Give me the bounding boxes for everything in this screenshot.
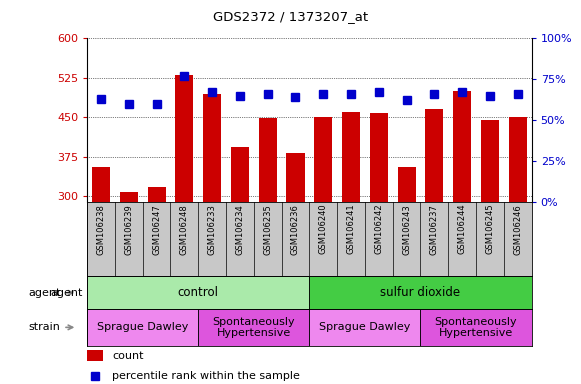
Text: GSM106233: GSM106233 bbox=[207, 204, 217, 255]
Text: GSM106235: GSM106235 bbox=[263, 204, 272, 255]
Bar bbox=[453, 91, 471, 202]
Text: GSM106246: GSM106246 bbox=[513, 204, 522, 255]
Text: agent: agent bbox=[28, 288, 73, 298]
Text: control: control bbox=[178, 286, 219, 299]
Text: percentile rank within the sample: percentile rank within the sample bbox=[112, 371, 300, 381]
Bar bbox=[425, 109, 443, 202]
Bar bbox=[231, 147, 249, 202]
Text: GSM106239: GSM106239 bbox=[124, 204, 133, 255]
Bar bbox=[175, 75, 193, 202]
Text: strain: strain bbox=[28, 322, 73, 333]
Text: agent: agent bbox=[51, 288, 83, 298]
Text: GSM106244: GSM106244 bbox=[458, 204, 467, 255]
Bar bbox=[509, 118, 527, 202]
Bar bbox=[309, 276, 532, 309]
Text: GSM106238: GSM106238 bbox=[96, 204, 106, 255]
Text: GSM106241: GSM106241 bbox=[346, 204, 356, 255]
Bar bbox=[259, 118, 277, 202]
Bar bbox=[148, 187, 166, 202]
Text: GSM106243: GSM106243 bbox=[402, 204, 411, 255]
Text: Spontaneously
Hypertensive: Spontaneously Hypertensive bbox=[213, 316, 295, 338]
Text: GSM106248: GSM106248 bbox=[180, 204, 189, 255]
Text: Spontaneously
Hypertensive: Spontaneously Hypertensive bbox=[435, 316, 517, 338]
Bar bbox=[87, 350, 103, 361]
Bar bbox=[481, 120, 499, 202]
Text: Sprague Dawley: Sprague Dawley bbox=[319, 322, 411, 333]
Bar bbox=[314, 118, 332, 202]
Text: GSM106242: GSM106242 bbox=[374, 204, 383, 255]
Bar bbox=[342, 112, 360, 202]
Text: Sprague Dawley: Sprague Dawley bbox=[97, 322, 188, 333]
Bar bbox=[87, 276, 309, 309]
Bar bbox=[370, 113, 388, 202]
Bar bbox=[87, 309, 198, 346]
Bar bbox=[286, 153, 304, 202]
Text: GSM106247: GSM106247 bbox=[152, 204, 161, 255]
Text: sulfur dioxide: sulfur dioxide bbox=[381, 286, 461, 299]
Text: GSM106240: GSM106240 bbox=[319, 204, 328, 255]
Text: GSM106236: GSM106236 bbox=[291, 204, 300, 255]
Bar bbox=[120, 192, 138, 202]
Text: count: count bbox=[112, 351, 144, 361]
Bar bbox=[92, 167, 110, 202]
Bar bbox=[421, 309, 532, 346]
Text: GSM106234: GSM106234 bbox=[235, 204, 245, 255]
Bar bbox=[203, 94, 221, 202]
Text: GSM106237: GSM106237 bbox=[430, 204, 439, 255]
Bar bbox=[397, 167, 415, 202]
Bar bbox=[309, 309, 421, 346]
Text: GDS2372 / 1373207_at: GDS2372 / 1373207_at bbox=[213, 10, 368, 23]
Bar bbox=[198, 309, 310, 346]
Text: GSM106245: GSM106245 bbox=[486, 204, 494, 255]
